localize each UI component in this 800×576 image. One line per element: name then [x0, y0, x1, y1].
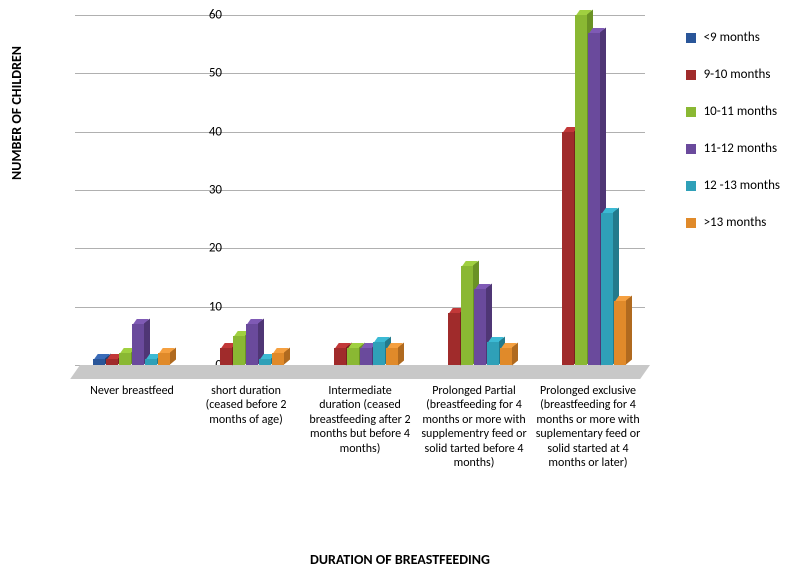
- legend: <9 months 9-10 months 10-11 months 11-12 mo…: [686, 30, 780, 252]
- bar: [575, 15, 587, 365]
- bar: [461, 266, 473, 365]
- category-label: Prolonged Partial (breastfeeding for 4 m…: [417, 382, 531, 472]
- bar: [334, 348, 346, 366]
- legend-label: 12 -13 months: [704, 178, 780, 193]
- bar: [562, 132, 574, 365]
- y-axis-label: NUMBER OF CHILDREN: [8, 46, 25, 180]
- bar: [93, 359, 105, 365]
- legend-swatch: [686, 218, 696, 228]
- legend-label: 11-12 months: [704, 141, 778, 156]
- legend-item: <9 months: [686, 30, 780, 45]
- bar: [347, 348, 359, 366]
- bar: [158, 353, 170, 365]
- legend-item: 11-12 months: [686, 141, 780, 156]
- floor: [70, 365, 650, 379]
- bar: [106, 359, 118, 365]
- legend-swatch: [686, 144, 696, 154]
- category-label: Intermediate duration (ceased breastfeed…: [303, 382, 417, 472]
- bar: [601, 213, 613, 365]
- bar: [119, 353, 131, 365]
- plot-inner: [75, 15, 645, 365]
- legend-swatch: [686, 70, 696, 80]
- bar: [145, 359, 157, 365]
- category-label: short duration (ceased before 2 months o…: [189, 382, 303, 472]
- bar: [132, 324, 144, 365]
- x-categories: Never breastfeedshort duration (ceased b…: [75, 382, 645, 472]
- legend-item: >13 months: [686, 215, 780, 230]
- plot-area: [75, 15, 645, 365]
- bar: [614, 301, 626, 365]
- legend-item: 10-11 months: [686, 104, 780, 119]
- bar: [500, 348, 512, 366]
- bar: [360, 348, 372, 366]
- category-label: Prolonged exclusive (breastfeeding for 4…: [531, 382, 645, 472]
- legend-label: <9 months: [704, 30, 760, 45]
- category-label: Never breastfeed: [75, 382, 189, 472]
- bar: [386, 348, 398, 366]
- bar-group: [549, 15, 627, 365]
- legend-swatch: [686, 107, 696, 117]
- bar: [233, 336, 245, 365]
- x-axis-label: DURATION OF BREASTFEEDING: [310, 551, 490, 568]
- legend-item: 9-10 months: [686, 67, 780, 82]
- bar: [474, 289, 486, 365]
- legend-swatch: [686, 181, 696, 191]
- legend-label: 10-11 months: [704, 104, 778, 119]
- bar: [487, 342, 499, 365]
- legend-swatch: [686, 33, 696, 43]
- bar-group: [435, 15, 513, 365]
- chart-container: NUMBER OF CHILDREN DURATION OF BREASTFEE…: [0, 0, 800, 576]
- legend-label: 9-10 months: [704, 67, 771, 82]
- bar: [272, 353, 284, 365]
- bar: [246, 324, 258, 365]
- legend-label: >13 months: [704, 215, 767, 230]
- bar-group: [321, 15, 399, 365]
- legend-item: 12 -13 months: [686, 178, 780, 193]
- bar: [259, 359, 271, 365]
- bar: [588, 33, 600, 366]
- bar: [220, 348, 232, 366]
- bar-group: [93, 15, 171, 365]
- bar: [373, 342, 385, 365]
- bar: [448, 313, 460, 366]
- bar-group: [207, 15, 285, 365]
